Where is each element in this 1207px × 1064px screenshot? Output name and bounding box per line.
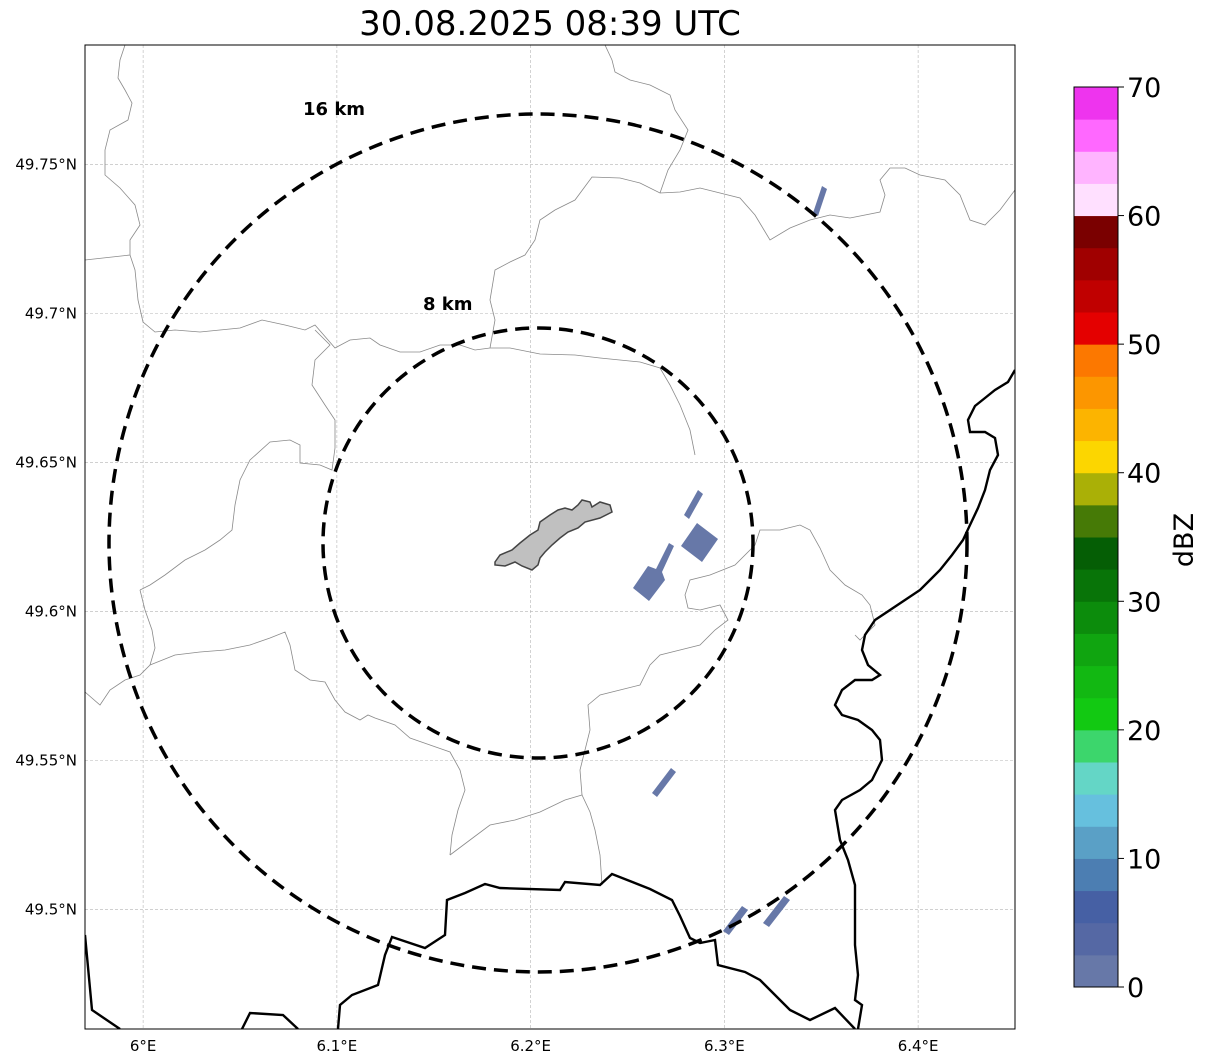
colorbar-segment [1074, 183, 1118, 217]
colorbar-tick-label: 50 [1127, 330, 1161, 361]
colorbar-segment [1074, 729, 1118, 763]
radar-echo [813, 186, 827, 216]
lat-tick-label: 49.75°N [15, 155, 77, 173]
colorbar-segment [1074, 472, 1118, 506]
map-title: 30.08.2025 08:39 UTC [359, 4, 741, 44]
colorbar-segment [1074, 890, 1118, 924]
lon-tick-label: 6°E [130, 1037, 157, 1055]
admin-boundary [139, 329, 336, 591]
colorbar-tick-label: 0 [1127, 973, 1144, 1004]
radar-echo [681, 523, 718, 562]
lon-tick-label: 6.3°E [704, 1037, 745, 1055]
colorbar-segment [1074, 376, 1118, 409]
national-border [833, 369, 1015, 1029]
admin-boundary [604, 45, 689, 194]
colorbar-segment [1074, 922, 1118, 956]
colorbar-segment [1074, 826, 1118, 859]
colorbar-segment [1074, 633, 1118, 667]
colorbar-tick-label: 20 [1127, 716, 1161, 747]
lat-tick-label: 49.5°N [25, 901, 77, 919]
colorbar-segment [1074, 954, 1118, 988]
axis-tick-labels: 6°E 6.1°E 6.2°E 6.3°E 6.4°E 49.5°N 49.55°N 49.6… [15, 155, 938, 1055]
range-ring-label-8km: 8 km [423, 294, 473, 315]
admin-boundary [449, 794, 603, 886]
colorbar-segment [1074, 858, 1118, 892]
lat-tick-label: 49.65°N [15, 453, 77, 471]
colorbar-segment [1074, 279, 1118, 313]
admin-boundary [149, 631, 466, 856]
admin-boundary [489, 167, 1015, 349]
national-border [240, 1011, 299, 1029]
range-ring-label-16km: 16 km [303, 99, 365, 120]
admin-boundary [85, 45, 141, 261]
colorbar-tick-label: 40 [1127, 459, 1161, 490]
radar-echo [633, 543, 674, 601]
colorbar-segment [1074, 697, 1118, 731]
colorbar-tick-label: 30 [1127, 587, 1161, 618]
colorbar-segment [1074, 312, 1118, 345]
admin-boundary [85, 589, 156, 706]
radar-echo [763, 896, 790, 927]
radar-echo [652, 768, 676, 797]
colorbar-segment [1074, 151, 1118, 184]
radar-echo [684, 490, 703, 519]
colorbar-label: dBZ [1169, 513, 1200, 567]
colorbar-tick-label: 60 [1127, 202, 1161, 233]
colorbar-segment [1074, 408, 1118, 442]
colorbar-segment [1074, 537, 1118, 570]
national-border [336, 872, 856, 1029]
national-borders [85, 369, 1015, 1029]
radar-echo [723, 906, 748, 935]
range-ring-16km [107, 112, 969, 974]
lat-tick-label: 49.55°N [15, 752, 77, 770]
range-rings [107, 112, 969, 974]
lon-tick-label: 6.4°E [898, 1037, 939, 1055]
colorbar-segment [1074, 344, 1118, 377]
colorbar-tick-label: 70 [1127, 73, 1161, 104]
city-area [494, 499, 613, 571]
colorbar-segment [1074, 119, 1118, 152]
admin-boundary [579, 524, 876, 796]
colorbar-segment [1074, 247, 1118, 281]
range-ring-8km [321, 326, 755, 760]
lon-tick-label: 6.2°E [510, 1037, 551, 1055]
admin-boundaries [85, 45, 1015, 886]
colorbar-frame [1073, 86, 1119, 988]
admin-boundary [129, 254, 696, 456]
colorbar-segment [1074, 762, 1118, 795]
lon-tick-label: 6.1°E [316, 1037, 357, 1055]
lat-tick-label: 49.6°N [25, 603, 77, 621]
colorbar: 0 10 20 30 40 50 60 70 [1073, 73, 1161, 1004]
radar-echoes [633, 186, 827, 935]
colorbar-segment [1074, 215, 1118, 249]
national-border [85, 934, 121, 1029]
colorbar-segment [1074, 665, 1118, 699]
colorbar-segment [1074, 504, 1118, 538]
map-frame [84, 44, 1016, 1030]
colorbar-segment [1074, 440, 1118, 474]
lat-tick-label: 49.7°N [25, 304, 77, 322]
colorbar-segment [1074, 569, 1118, 602]
colorbar-segment [1074, 601, 1118, 634]
colorbar-segment [1074, 794, 1118, 827]
colorbar-tick-label: 10 [1127, 844, 1161, 875]
colorbar-segment [1074, 87, 1118, 120]
